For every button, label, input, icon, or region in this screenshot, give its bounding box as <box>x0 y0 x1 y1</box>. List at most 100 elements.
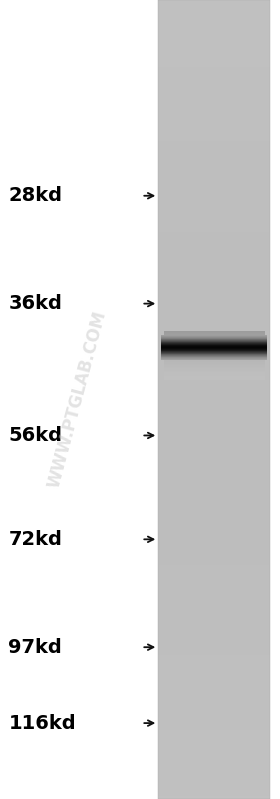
Bar <box>158 0 270 799</box>
Bar <box>158 71 270 74</box>
Bar <box>158 111 270 114</box>
Bar <box>164 378 265 379</box>
Bar <box>158 129 270 133</box>
Bar <box>158 209 270 213</box>
Bar <box>158 351 270 354</box>
Bar <box>158 157 270 160</box>
Bar <box>158 681 270 685</box>
Bar <box>158 69 270 72</box>
Bar <box>164 354 265 355</box>
Bar <box>158 407 270 410</box>
Bar <box>158 101 270 104</box>
Bar <box>158 217 270 221</box>
Bar <box>158 710 270 714</box>
Bar <box>158 372 270 376</box>
Bar <box>158 678 270 682</box>
Bar <box>158 271 270 274</box>
Text: 36kd: 36kd <box>8 294 62 313</box>
Bar <box>158 55 270 58</box>
Bar <box>164 374 265 375</box>
Bar <box>158 327 270 330</box>
Bar <box>158 780 270 783</box>
Bar <box>158 337 270 341</box>
Bar <box>158 582 270 586</box>
Bar <box>158 750 270 753</box>
Bar <box>158 574 270 578</box>
Bar <box>158 31 270 34</box>
Bar <box>164 362 265 363</box>
Bar <box>158 113 270 117</box>
Bar <box>158 305 270 309</box>
Text: 116kd: 116kd <box>8 714 76 733</box>
Bar <box>158 471 270 474</box>
Bar <box>158 788 270 791</box>
Bar <box>158 61 270 64</box>
Bar <box>158 205 270 208</box>
Bar <box>158 489 270 493</box>
Bar <box>164 376 265 377</box>
Bar <box>158 580 270 583</box>
Bar <box>158 127 270 130</box>
Bar <box>158 633 270 637</box>
Bar <box>158 657 270 661</box>
Bar <box>158 311 270 314</box>
Bar <box>158 433 270 437</box>
Bar <box>158 660 270 663</box>
Bar <box>158 177 270 181</box>
Bar <box>164 370 265 371</box>
Bar <box>158 766 270 769</box>
Bar <box>158 223 270 226</box>
Bar <box>158 276 270 280</box>
Bar <box>158 566 270 570</box>
Bar <box>158 686 270 690</box>
Bar <box>158 585 270 589</box>
Bar <box>158 241 270 245</box>
Bar <box>158 225 270 229</box>
Bar <box>158 87 270 90</box>
Bar <box>158 737 270 741</box>
Bar <box>158 503 270 506</box>
Bar <box>158 300 270 304</box>
Bar <box>158 721 270 725</box>
Bar <box>158 732 270 735</box>
Bar <box>158 0 270 2</box>
Bar <box>158 465 270 469</box>
Bar <box>158 772 270 775</box>
Bar <box>158 668 270 671</box>
Bar <box>158 572 270 575</box>
Bar <box>158 353 270 357</box>
Bar <box>158 577 270 581</box>
Bar <box>158 593 270 597</box>
Bar <box>158 700 270 703</box>
Bar <box>158 185 270 189</box>
Bar <box>158 455 270 458</box>
Bar <box>164 377 265 378</box>
Bar <box>158 692 270 695</box>
Bar <box>158 369 270 373</box>
Bar <box>158 21 270 24</box>
Bar <box>158 705 270 709</box>
Bar <box>164 367 265 368</box>
Bar <box>158 53 270 56</box>
Bar <box>158 756 270 759</box>
Bar <box>158 431 270 434</box>
Bar <box>164 368 265 369</box>
Bar <box>158 93 270 96</box>
Bar <box>158 412 270 415</box>
Bar <box>158 244 270 248</box>
Bar <box>158 18 270 22</box>
Bar <box>164 351 265 352</box>
Bar <box>158 444 270 447</box>
Bar <box>158 622 270 626</box>
Bar <box>158 221 270 224</box>
Bar <box>164 366 265 367</box>
Bar <box>158 279 270 282</box>
Bar <box>158 513 270 517</box>
Bar <box>158 588 270 591</box>
Bar <box>158 237 270 240</box>
Bar <box>158 345 270 349</box>
Bar <box>158 141 270 144</box>
Bar <box>158 380 270 384</box>
Bar <box>158 785 270 789</box>
Bar <box>158 281 270 285</box>
